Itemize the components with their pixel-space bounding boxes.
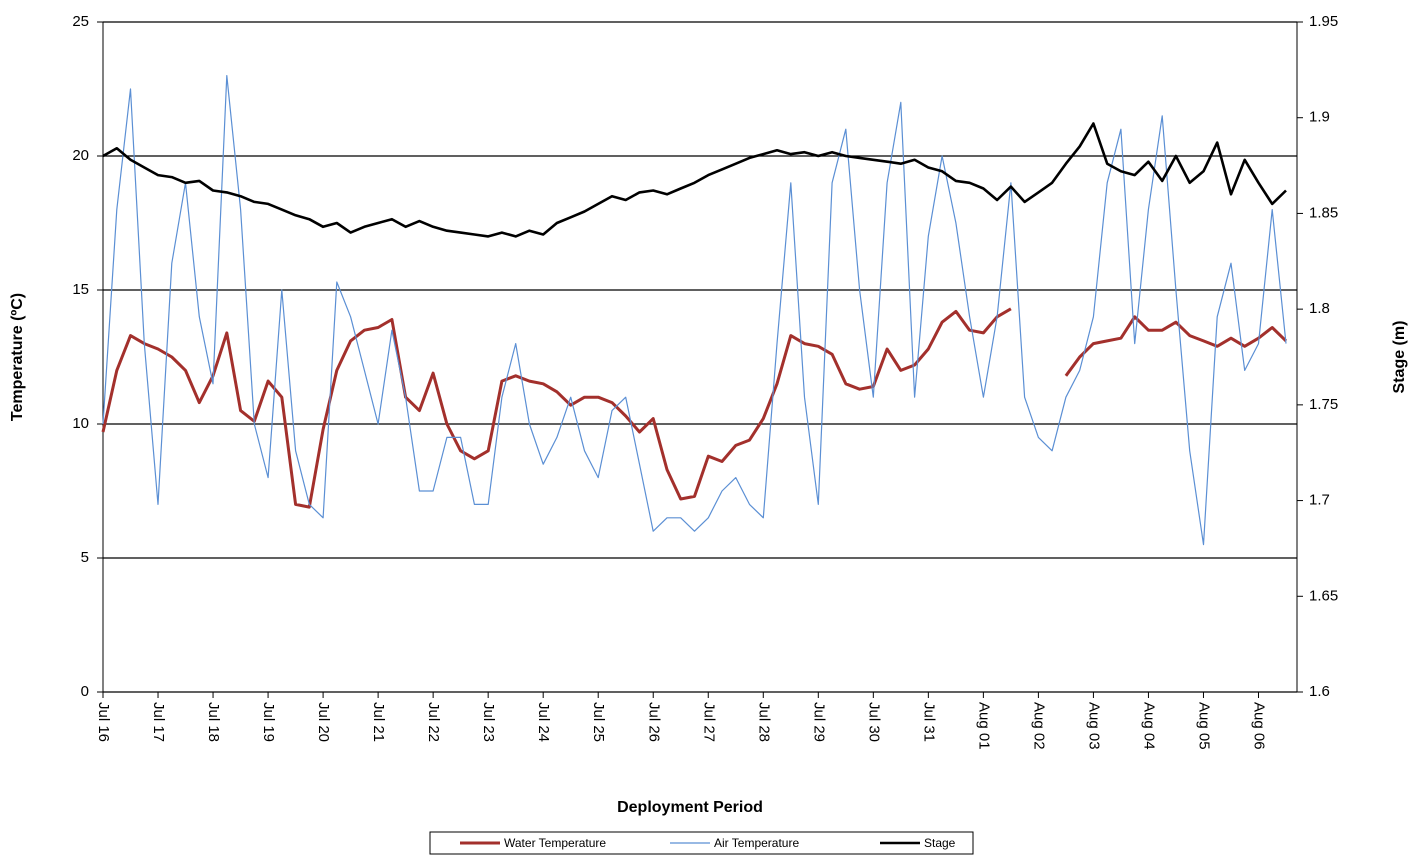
x-tick-label: Jul 24	[535, 702, 552, 742]
y2-tick-label: 1.85	[1309, 204, 1338, 221]
y-axis-title: Temperature (ºC)	[9, 293, 26, 421]
x-tick-label: Jul 18	[205, 702, 222, 742]
x-tick-label: Jul 26	[645, 702, 662, 742]
x-tick-label: Jul 29	[810, 702, 827, 742]
x-tick-label: Jul 23	[480, 702, 497, 742]
x-tick-label: Aug 02	[1030, 702, 1047, 750]
series-line	[102, 75, 1287, 546]
x-tick-label: Jul 27	[700, 702, 717, 742]
x-tick-label: Jul 20	[315, 702, 332, 742]
x-tick-label: Jul 30	[865, 702, 882, 742]
x-tick-label: Aug 01	[975, 702, 992, 750]
x-tick-label: Jul 25	[590, 702, 607, 742]
x-tick-label: Jul 28	[755, 702, 772, 742]
series-line	[101, 307, 1288, 509]
legend-label: Stage	[924, 836, 956, 850]
x-tick-label: Aug 04	[1140, 702, 1157, 750]
x-tick-label: Aug 05	[1195, 702, 1212, 750]
y2-tick-label: 1.7	[1309, 492, 1330, 509]
x-axis-title: Deployment Period	[617, 799, 763, 816]
series-line	[102, 122, 1287, 238]
y2-tick-label: 1.65	[1309, 587, 1338, 604]
y-tick-label: 25	[72, 13, 89, 30]
x-tick-label: Jul 21	[370, 702, 387, 742]
x-tick-label: Aug 03	[1085, 702, 1102, 750]
x-tick-label: Jul 16	[95, 702, 112, 742]
x-tick-label: Jul 19	[260, 702, 277, 742]
y2-axis-title: Stage (m)	[1391, 321, 1408, 394]
x-tick-label: Jul 17	[150, 702, 167, 742]
legend-label: Water Temperature	[504, 836, 606, 850]
y-tick-label: 5	[81, 549, 89, 566]
x-tick-label: Aug 06	[1251, 702, 1268, 750]
y2-tick-label: 1.75	[1309, 396, 1338, 413]
x-tick-label: Jul 22	[425, 702, 442, 742]
y-tick-label: 15	[72, 281, 89, 298]
y-tick-label: 0	[81, 683, 89, 700]
y2-tick-label: 1.95	[1309, 13, 1338, 30]
y2-tick-label: 1.8	[1309, 300, 1330, 317]
x-tick-label: Jul 31	[920, 702, 937, 742]
y2-tick-label: 1.6	[1309, 683, 1330, 700]
y2-tick-label: 1.9	[1309, 109, 1330, 126]
legend-label: Air Temperature	[714, 836, 799, 850]
y-tick-label: 20	[72, 147, 89, 164]
y-tick-label: 10	[72, 415, 89, 432]
